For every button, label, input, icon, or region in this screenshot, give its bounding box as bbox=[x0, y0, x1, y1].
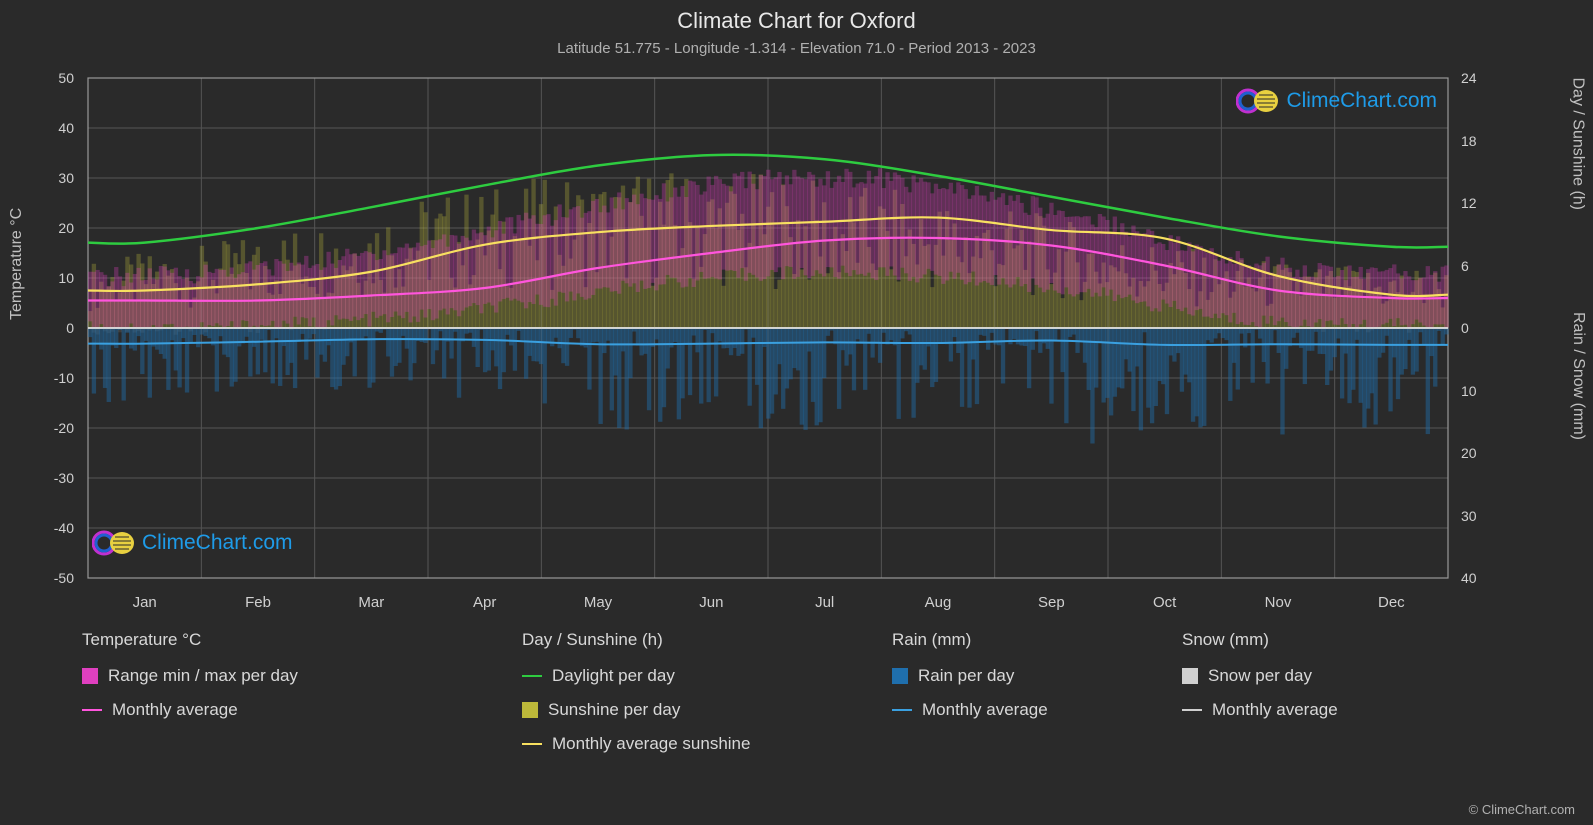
legend-item: Range min / max per day bbox=[82, 666, 522, 686]
chart-container: Climate Chart for Oxford Latitude 51.775… bbox=[0, 0, 1593, 825]
left-tick: 20 bbox=[38, 220, 74, 236]
legend-label: Rain per day bbox=[918, 666, 1014, 686]
month-tick: May bbox=[584, 594, 612, 611]
legend-swatch bbox=[1182, 709, 1202, 711]
month-tick: Jan bbox=[133, 594, 157, 611]
left-tick: -40 bbox=[38, 520, 74, 536]
legend-item: Daylight per day bbox=[522, 666, 892, 686]
left-tick: 40 bbox=[38, 120, 74, 136]
legend-label: Monthly average bbox=[1212, 700, 1338, 720]
left-tick: 30 bbox=[38, 170, 74, 186]
month-tick: Feb bbox=[245, 594, 271, 611]
legend-label: Monthly average sunshine bbox=[552, 734, 750, 754]
legend-label: Monthly average bbox=[112, 700, 238, 720]
legend-item: Snow per day bbox=[1182, 666, 1442, 686]
left-tick: 10 bbox=[38, 270, 74, 286]
left-tick: -10 bbox=[38, 370, 74, 386]
right-tick-rain: 10 bbox=[1461, 383, 1491, 399]
legend-item: Monthly average bbox=[1182, 700, 1442, 720]
left-tick: -30 bbox=[38, 470, 74, 486]
left-tick: 50 bbox=[38, 70, 74, 86]
left-tick: -50 bbox=[38, 570, 74, 586]
month-tick: Dec bbox=[1378, 594, 1405, 611]
month-tick: Jun bbox=[699, 594, 723, 611]
y-axis-right-top-label: Day / Sunshine (h) bbox=[1569, 77, 1587, 210]
month-tick: Mar bbox=[358, 594, 384, 611]
legend-item: Monthly average bbox=[82, 700, 522, 720]
right-tick-rain: 40 bbox=[1461, 570, 1491, 586]
legend-label: Sunshine per day bbox=[548, 700, 680, 720]
legend-swatch bbox=[522, 702, 538, 718]
legend-item: Monthly average sunshine bbox=[522, 734, 892, 754]
month-tick: Aug bbox=[925, 594, 952, 611]
legend-swatch bbox=[1182, 668, 1198, 684]
month-tick: Apr bbox=[473, 594, 496, 611]
y-axis-right-bottom-label: Rain / Snow (mm) bbox=[1569, 312, 1587, 440]
legend-title: Snow (mm) bbox=[1182, 630, 1442, 650]
y-axis-left-label: Temperature °C bbox=[8, 208, 26, 320]
legend-swatch bbox=[892, 668, 908, 684]
right-tick-hours: 18 bbox=[1461, 133, 1491, 149]
month-tick: Jul bbox=[815, 594, 834, 611]
right-tick-rain: 20 bbox=[1461, 445, 1491, 461]
legend-swatch bbox=[892, 709, 912, 711]
month-tick: Sep bbox=[1038, 594, 1065, 611]
copyright-text: © ClimeChart.com bbox=[1469, 802, 1575, 817]
legend-item: Monthly average bbox=[892, 700, 1182, 720]
right-tick-hours: 0 bbox=[1461, 320, 1491, 336]
legend-swatch bbox=[82, 668, 98, 684]
legend-title: Day / Sunshine (h) bbox=[522, 630, 892, 650]
legend-col-temperature: Temperature °C Range min / max per day M… bbox=[82, 630, 522, 754]
right-tick-hours: 6 bbox=[1461, 258, 1491, 274]
legend-item: Rain per day bbox=[892, 666, 1182, 686]
month-tick: Oct bbox=[1153, 594, 1176, 611]
legend-col-rain: Rain (mm) Rain per day Monthly average bbox=[892, 630, 1182, 754]
right-tick-hours: 24 bbox=[1461, 70, 1491, 86]
legend-swatch bbox=[522, 675, 542, 677]
left-tick: -20 bbox=[38, 420, 74, 436]
legend: Temperature °C Range min / max per day M… bbox=[82, 630, 1522, 754]
legend-title: Temperature °C bbox=[82, 630, 522, 650]
legend-col-daylight: Day / Sunshine (h) Daylight per day Suns… bbox=[522, 630, 892, 754]
legend-title: Rain (mm) bbox=[892, 630, 1182, 650]
left-tick: 0 bbox=[38, 320, 74, 336]
legend-swatch bbox=[82, 709, 102, 711]
legend-swatch bbox=[522, 743, 542, 745]
month-tick: Nov bbox=[1265, 594, 1292, 611]
right-tick-rain: 30 bbox=[1461, 508, 1491, 524]
legend-label: Daylight per day bbox=[552, 666, 675, 686]
legend-label: Range min / max per day bbox=[108, 666, 298, 686]
climate-plot bbox=[78, 68, 1458, 588]
legend-label: Snow per day bbox=[1208, 666, 1312, 686]
chart-title: Climate Chart for Oxford bbox=[0, 8, 1593, 34]
legend-item: Sunshine per day bbox=[522, 700, 892, 720]
legend-col-snow: Snow (mm) Snow per day Monthly average bbox=[1182, 630, 1442, 754]
chart-subtitle: Latitude 51.775 - Longitude -1.314 - Ele… bbox=[0, 40, 1593, 57]
right-tick-hours: 12 bbox=[1461, 195, 1491, 211]
legend-label: Monthly average bbox=[922, 700, 1048, 720]
